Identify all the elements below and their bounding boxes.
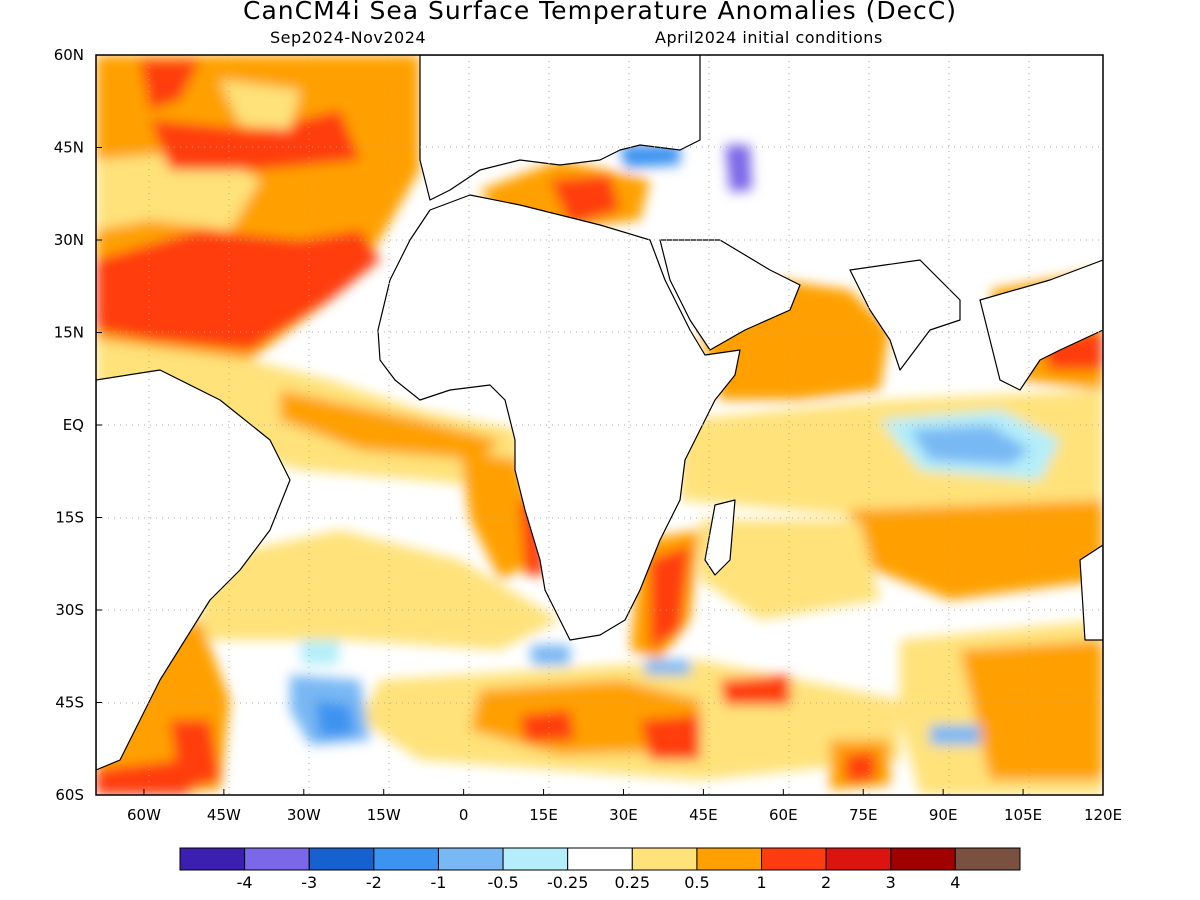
colorbar-swatch [631,847,698,871]
colorbar-label: -1 [430,873,446,892]
map-title: CanCM4i Sea Surface Temperature Anomalie… [243,0,957,25]
lat-label: 45S [55,694,84,712]
india [849,259,961,371]
lon-label: 30E [609,806,638,824]
lon-label: 120E [1084,806,1122,824]
lat-label: 30S [55,601,84,619]
anomaly-field [96,55,1103,795]
colorbar-label: -2 [366,873,382,892]
colorbar-swatch [567,847,633,871]
colorbar-swatch [179,847,246,871]
lon-label: 15W [367,806,401,824]
lon-label: 30W [287,806,321,824]
lat-label: EQ [63,416,84,434]
lat-label: 15N [54,324,84,342]
lon-label: 45E [689,806,718,824]
colorbar-swatch [244,847,310,871]
europe [419,55,701,201]
lon-label: 75E [849,806,878,824]
colorbar-swatch [502,847,569,871]
colorbar-swatch [890,847,956,871]
longitude-labels: 60W 45W 30W 15W 0 15E 30E 45E 60E 75E 90E 105E 120E [127,806,1122,824]
colorbar-label: -0.5 [487,873,518,892]
colorbar-swatch [761,847,827,871]
land-masses [96,55,1103,771]
africa [377,194,741,641]
colorbar: -4 -3 -2 -1 -0.5 -0.25 0.25 0.5 1 2 3 4 [179,847,1021,892]
colorbar-label: 4 [950,873,960,892]
latitude-labels: 60N 45N 30N 15N EQ 15S 30S 45S 60S [54,46,84,804]
colorbar-label: 0.5 [684,873,709,892]
lat-label: 45N [54,139,84,157]
lon-label: 0 [459,806,469,824]
colorbar-label: 0.25 [614,873,650,892]
lon-label: 90E [929,806,958,824]
lat-label: 60N [54,46,84,64]
lat-label: 30N [54,231,84,249]
lon-label: 60E [769,806,798,824]
colorbar-swatch [373,847,439,871]
colorbar-swatch [696,847,763,871]
lat-label: 60S [55,786,84,804]
colorbar-label: -4 [237,873,253,892]
forecast-period: Sep2024-Nov2024 [270,28,427,47]
south-america [96,369,291,771]
colorbar-swatch [825,847,892,871]
initial-conditions: April2024 initial conditions [655,28,883,47]
lon-label: 45W [207,806,241,824]
colorbar-label: -0.25 [547,873,588,892]
southeast-asia [979,259,1103,391]
colorbar-label: 2 [821,873,831,892]
lon-label: 15E [529,806,558,824]
axis-ticks [96,54,1104,796]
colorbar-label: 3 [886,873,896,892]
colorbar-swatch [437,847,504,871]
lat-label: 15S [55,509,84,527]
colorbar-swatch [954,847,1021,871]
arabia [659,239,801,351]
lon-label: 60W [127,806,161,824]
australia [1079,544,1103,641]
lon-label: 105E [1004,806,1042,824]
colorbar-swatch [308,847,375,871]
colorbar-label: 1 [756,873,766,892]
madagascar [704,499,736,576]
colorbar-label: -3 [301,873,317,892]
